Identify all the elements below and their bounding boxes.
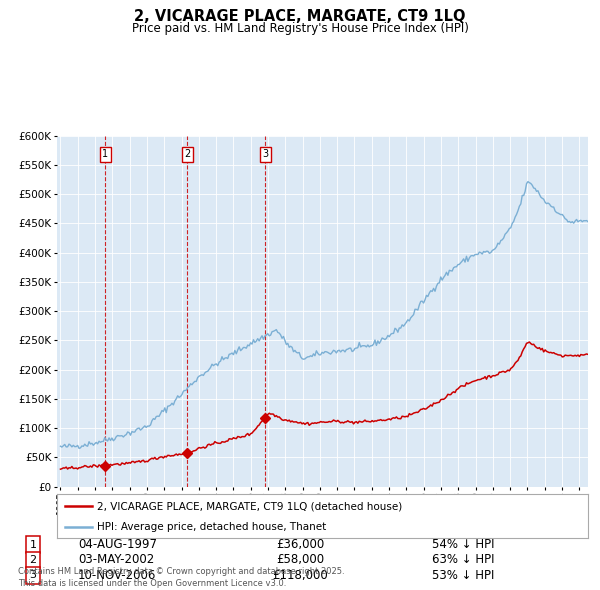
Text: £118,000: £118,000 <box>272 569 328 582</box>
Text: 1: 1 <box>29 540 37 549</box>
Text: 3: 3 <box>262 149 268 159</box>
Text: 2, VICARAGE PLACE, MARGATE, CT9 1LQ (detached house): 2, VICARAGE PLACE, MARGATE, CT9 1LQ (det… <box>97 502 402 511</box>
Text: Price paid vs. HM Land Registry's House Price Index (HPI): Price paid vs. HM Land Registry's House … <box>131 22 469 35</box>
Text: HPI: Average price, detached house, Thanet: HPI: Average price, detached house, Than… <box>97 522 326 532</box>
Text: 1: 1 <box>102 149 108 159</box>
Text: Contains HM Land Registry data © Crown copyright and database right 2025.
This d: Contains HM Land Registry data © Crown c… <box>18 568 344 588</box>
Text: 10-NOV-2006: 10-NOV-2006 <box>78 569 157 582</box>
Text: 2: 2 <box>29 555 37 565</box>
Text: 63% ↓ HPI: 63% ↓ HPI <box>432 553 494 566</box>
Text: 54% ↓ HPI: 54% ↓ HPI <box>432 538 494 551</box>
Text: 3: 3 <box>29 571 37 580</box>
Text: 2: 2 <box>184 149 190 159</box>
Text: £58,000: £58,000 <box>276 553 324 566</box>
Text: 53% ↓ HPI: 53% ↓ HPI <box>432 569 494 582</box>
Text: £36,000: £36,000 <box>276 538 324 551</box>
Text: 04-AUG-1997: 04-AUG-1997 <box>78 538 157 551</box>
Text: 03-MAY-2002: 03-MAY-2002 <box>78 553 154 566</box>
Text: 2, VICARAGE PLACE, MARGATE, CT9 1LQ: 2, VICARAGE PLACE, MARGATE, CT9 1LQ <box>134 9 466 24</box>
